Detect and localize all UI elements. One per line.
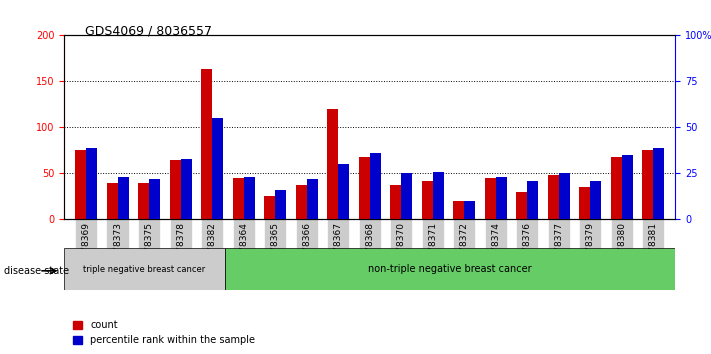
Bar xyxy=(149,179,160,219)
Bar xyxy=(401,173,412,219)
Text: triple negative breast cancer: triple negative breast cancer xyxy=(83,264,205,274)
Bar xyxy=(306,179,318,219)
Bar xyxy=(516,192,528,219)
Bar xyxy=(579,187,590,219)
Bar xyxy=(433,172,444,219)
Bar xyxy=(107,183,117,219)
Bar xyxy=(170,160,181,219)
Bar xyxy=(264,196,275,219)
Bar xyxy=(338,164,349,219)
Bar xyxy=(275,190,287,219)
Bar xyxy=(212,118,223,219)
Legend: count, percentile rank within the sample: count, percentile rank within the sample xyxy=(69,316,259,349)
Bar xyxy=(653,148,664,219)
Text: disease state: disease state xyxy=(4,266,69,276)
Bar xyxy=(358,157,370,219)
Bar xyxy=(390,184,401,219)
Bar xyxy=(327,109,338,219)
FancyBboxPatch shape xyxy=(225,248,675,290)
Bar xyxy=(547,175,559,219)
Bar xyxy=(117,177,129,219)
Bar xyxy=(86,148,97,219)
Bar xyxy=(232,178,244,219)
Bar xyxy=(370,153,381,219)
Bar xyxy=(464,201,476,219)
Bar xyxy=(138,183,149,219)
Bar xyxy=(244,177,255,219)
Bar xyxy=(296,184,306,219)
Text: GDS4069 / 8036557: GDS4069 / 8036557 xyxy=(85,25,213,38)
Bar xyxy=(75,150,86,219)
Bar xyxy=(528,181,538,219)
Bar xyxy=(559,173,570,219)
Bar xyxy=(642,150,653,219)
Bar xyxy=(485,178,496,219)
Bar xyxy=(453,201,464,219)
Bar xyxy=(181,159,192,219)
Bar xyxy=(590,181,602,219)
Text: non-triple negative breast cancer: non-triple negative breast cancer xyxy=(368,264,532,274)
Bar xyxy=(622,155,633,219)
FancyBboxPatch shape xyxy=(64,248,225,290)
Bar xyxy=(496,177,507,219)
Bar xyxy=(201,69,212,219)
Bar xyxy=(611,157,622,219)
Bar xyxy=(422,181,433,219)
